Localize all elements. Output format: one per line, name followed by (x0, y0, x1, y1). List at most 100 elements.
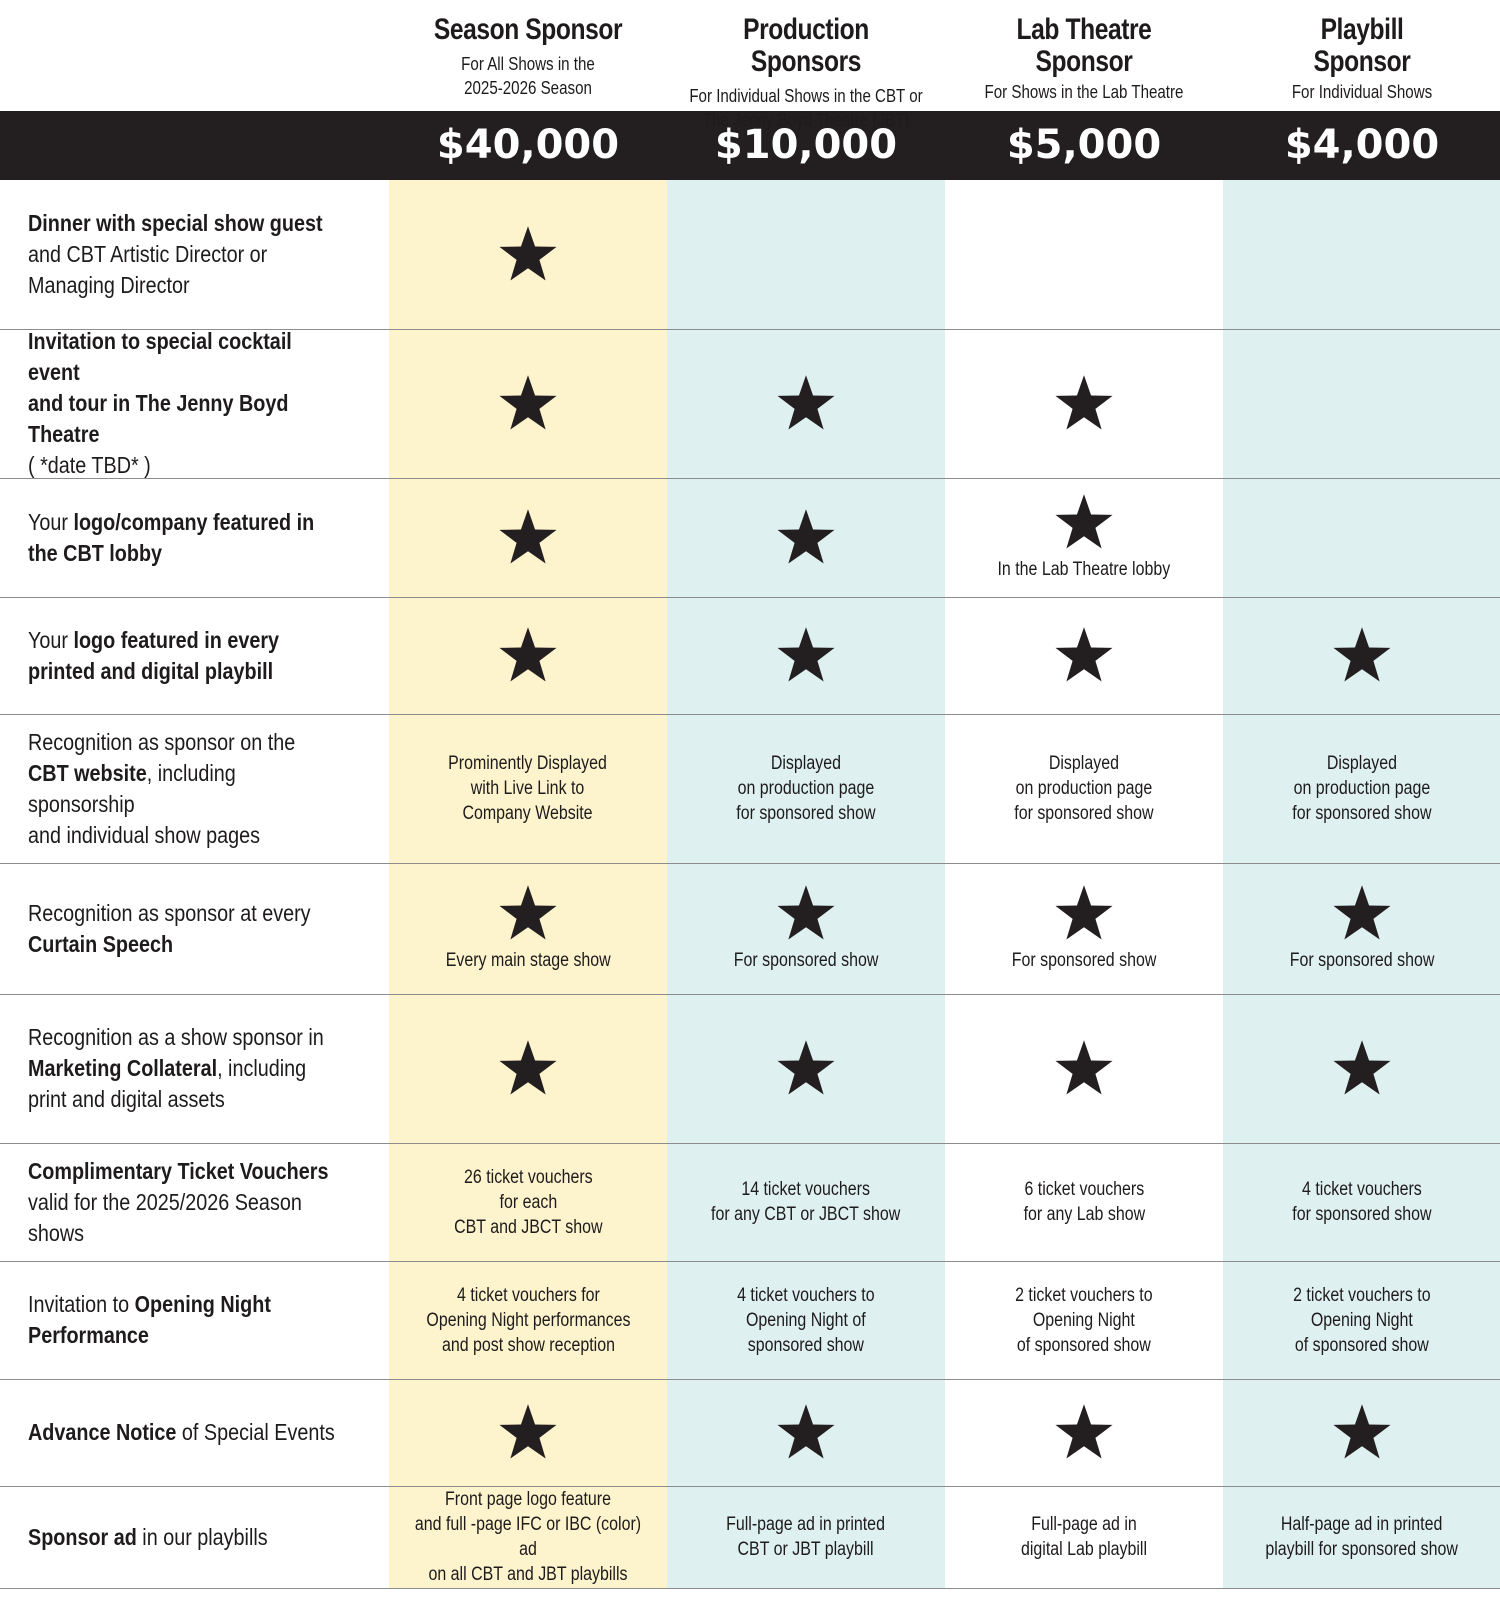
benefit-cell (667, 597, 945, 714)
benefit-cell (389, 994, 667, 1143)
benefit-cell (945, 597, 1223, 714)
row-divider (0, 1261, 1500, 1262)
benefit-cell (1223, 597, 1500, 714)
benefit-cell: For sponsored show (667, 863, 945, 994)
benefit-label: Invitation to Opening Night Performance (28, 1291, 271, 1348)
row-divider (0, 714, 1500, 715)
tier-name: Production Sponsors (743, 13, 869, 78)
benefit-cell: Prominently Displayed with Live Link to … (389, 714, 667, 863)
benefit-cell (945, 180, 1223, 329)
star-icon (1333, 626, 1391, 681)
benefit-cell (667, 478, 945, 597)
benefit-cell: For sponsored show (945, 863, 1223, 994)
benefit-label: Advance Notice of Special Events (28, 1419, 335, 1445)
benefit-label: Recognition as a show sponsor in Marketin… (28, 1024, 324, 1112)
benefit-note: For sponsored show (1289, 950, 1435, 971)
benefit-note: Displayed on production page for sponsor… (1292, 753, 1432, 824)
benefit-note: Displayed on production page for sponsor… (1014, 753, 1154, 824)
star-icon (1333, 1403, 1391, 1458)
benefit-cell: Half-page ad in printed playbill for spo… (1223, 1486, 1500, 1588)
benefit-note: For sponsored show (1011, 950, 1157, 971)
benefit-label: Invitation to special cocktail event and … (28, 328, 292, 478)
star-icon (499, 626, 557, 681)
benefit-note: Full-page ad in digital Lab playbill (1021, 1514, 1147, 1560)
star-icon (1055, 626, 1113, 681)
benefit-cell (667, 329, 945, 478)
star-icon (777, 885, 835, 940)
tier-subtitle: For All Shows in the 2025-2026 Season (461, 54, 595, 98)
benefit-note: 2 ticket vouchers to Opening Night of sp… (1293, 1284, 1431, 1356)
column-stripe-4 (1223, 180, 1500, 1588)
tier-price: $5,000 (1006, 122, 1162, 168)
benefit-note: 26 ticket vouchers for each CBT and JBCT… (453, 1166, 603, 1238)
row-divider (0, 1486, 1500, 1487)
benefit-note: Front page logo feature and full -page I… (414, 1489, 642, 1585)
star-icon (499, 1039, 557, 1094)
tier-price: $4,000 (1284, 122, 1440, 168)
benefit-cell: 2 ticket vouchers to Opening Night of sp… (1223, 1261, 1500, 1379)
benefit-label: Your logo/company featured in the CBT lob… (28, 508, 315, 566)
benefit-label: Sponsor ad in our playbills (28, 1523, 268, 1550)
row-divider (0, 863, 1500, 864)
benefit-cell: Front page logo feature and full -page I… (389, 1486, 667, 1588)
benefit-cell: For sponsored show (1223, 863, 1500, 994)
benefit-label: Recognition as sponsor on the CBT website… (28, 728, 296, 848)
benefit-cell: 4 ticket vouchers for Opening Night perf… (389, 1261, 667, 1379)
benefit-note: Prominently Displayed with Live Link to … (448, 753, 608, 824)
tier-name: Season Sponsor (433, 13, 623, 46)
tier-header: Lab Theatre Sponsor For Shows in the Lab … (945, 14, 1223, 104)
benefit-cell: 4 ticket vouchers to Opening Night of sp… (667, 1261, 945, 1379)
star-icon (777, 508, 835, 563)
benefit-cell: In the Lab Theatre lobby (945, 478, 1223, 597)
star-icon (499, 374, 557, 429)
tier-subtitle: For Shows in the Lab Theatre (984, 82, 1184, 102)
benefit-cell (389, 180, 667, 329)
benefit-cell (389, 478, 667, 597)
benefit-cell (389, 1379, 667, 1486)
benefit-note: 6 ticket vouchers for any Lab show (1023, 1179, 1145, 1225)
benefit-note: 2 ticket vouchers to Opening Night of sp… (1015, 1284, 1153, 1356)
tier-price: $10,000 (714, 122, 898, 168)
star-icon (1333, 885, 1391, 940)
star-icon (777, 626, 835, 681)
price-bar (0, 111, 1500, 180)
benefit-cell: 4 ticket vouchers for sponsored show (1223, 1143, 1500, 1261)
star-icon (499, 508, 557, 563)
benefit-note: 4 ticket vouchers for Opening Night perf… (425, 1284, 631, 1356)
benefit-cell (1223, 329, 1500, 478)
benefit-note: Half-page ad in printed playbill for spo… (1265, 1514, 1459, 1560)
benefit-cell (945, 1379, 1223, 1486)
benefit-label: Complimentary Ticket Vouchers valid for t… (28, 1157, 329, 1246)
star-icon (499, 225, 557, 280)
row-divider (0, 1379, 1500, 1380)
star-icon (499, 1403, 557, 1458)
tier-name: Playbill Sponsor (1313, 13, 1411, 78)
tier-subtitle: For Individual Shows (1291, 82, 1433, 102)
benefit-cell: 2 ticket vouchers to Opening Night of sp… (945, 1261, 1223, 1379)
benefit-cell (667, 994, 945, 1143)
star-icon (1055, 374, 1113, 429)
star-icon (1333, 1039, 1391, 1094)
benefit-cell (1223, 994, 1500, 1143)
benefit-cell (667, 1379, 945, 1486)
benefit-note: 4 ticket vouchers for sponsored show (1292, 1179, 1432, 1225)
benefit-note: Every main stage show (445, 950, 611, 971)
star-icon (777, 374, 835, 429)
star-icon (1055, 885, 1113, 940)
star-icon (777, 1403, 835, 1458)
benefit-cell (1223, 1379, 1500, 1486)
tier-header: Season Sponsor For All Shows in the 2025-… (389, 14, 667, 100)
benefit-cell (1223, 180, 1500, 329)
benefit-cell (945, 994, 1223, 1143)
benefit-cell (667, 180, 945, 329)
star-icon (1055, 1403, 1113, 1458)
benefit-note: 14 ticket vouchers for any CBT or JBCT s… (711, 1179, 901, 1225)
tier-price: $40,000 (436, 122, 620, 168)
benefit-cell: Displayed on production page for sponsor… (667, 714, 945, 863)
benefit-cell: Displayed on production page for sponsor… (945, 714, 1223, 863)
star-icon (499, 885, 557, 940)
benefit-cell: Displayed on production page for sponsor… (1223, 714, 1500, 863)
benefit-cell: 6 ticket vouchers for any Lab show (945, 1143, 1223, 1261)
benefit-note: In the Lab Theatre lobby (997, 559, 1171, 580)
tier-name: Lab Theatre Sponsor (1016, 13, 1152, 78)
